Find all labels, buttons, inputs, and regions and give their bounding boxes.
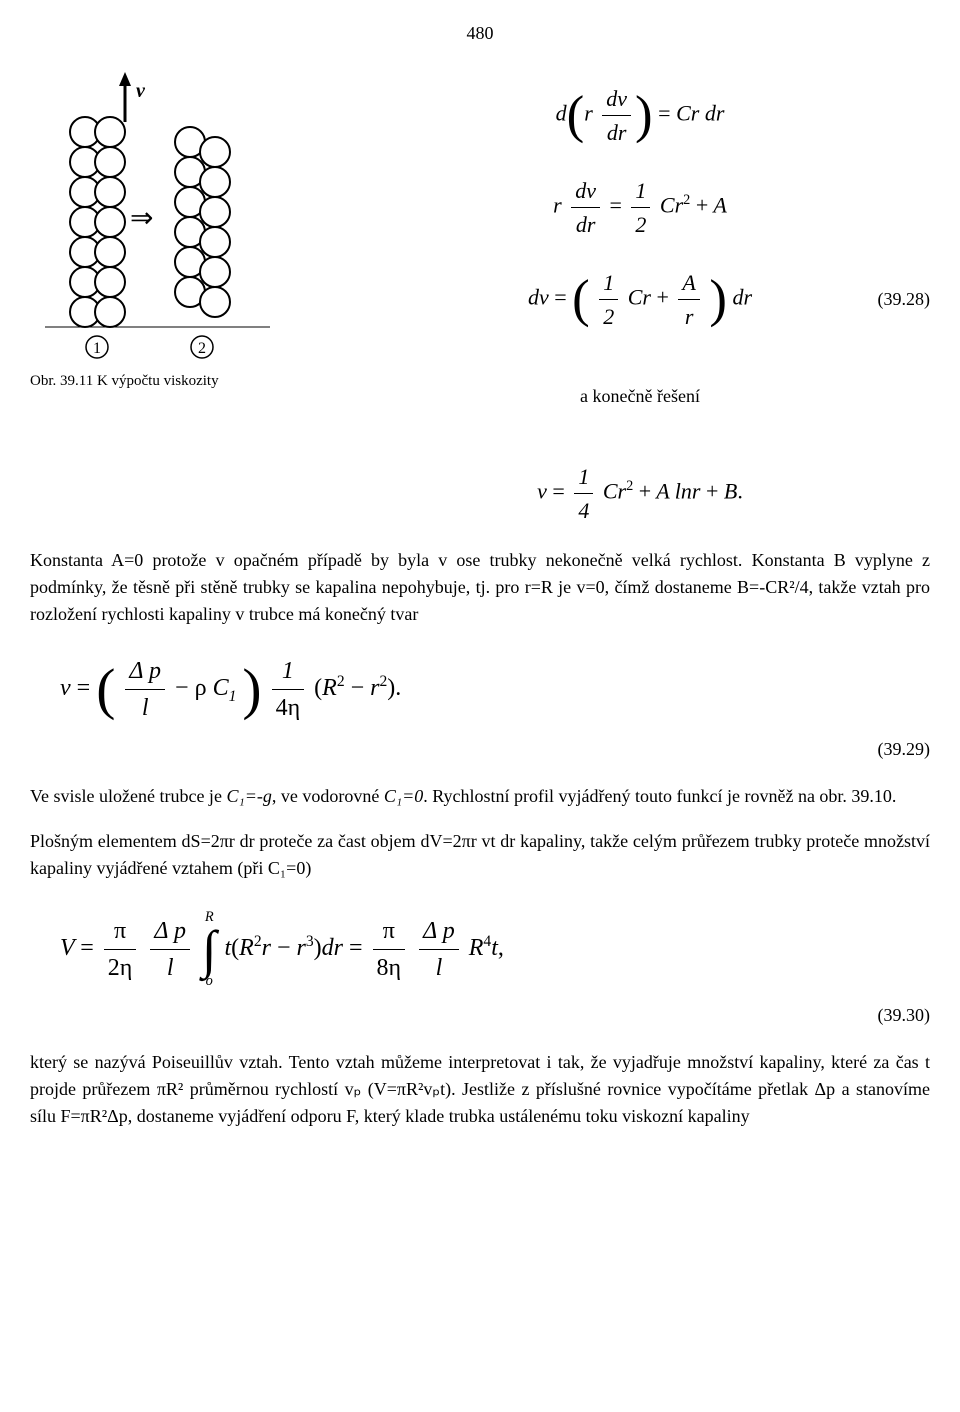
- equation-5: v = ( Δ pl − ρ C1 ) 14η (R2 − r2).: [30, 653, 930, 726]
- column-2: [175, 127, 230, 317]
- label-1: 1: [93, 340, 101, 357]
- equation-1: d(r dvdr) = Cr dr: [350, 82, 930, 149]
- paragraph-3: Plošným elementem dS=2πr dr proteče za č…: [30, 828, 930, 882]
- paragraph-1: Konstanta A=0 protože v opačném případě …: [30, 547, 930, 628]
- equations-block: d(r dvdr) = Cr dr r dvdr = 12 Cr2 + A dv…: [310, 72, 930, 527]
- eq-number-39-28: (39.28): [878, 286, 931, 313]
- equation-2: r dvdr = 12 Cr2 + A: [350, 174, 930, 241]
- figure-block: v ⇒: [30, 72, 310, 393]
- equation-3: dv = ( 12 Cr + Ar ) dr (39.28): [350, 266, 930, 333]
- mid-text: a konečně řešení: [350, 383, 930, 410]
- figure-caption: Obr. 39.11 K výpočtu viskozity: [30, 370, 310, 393]
- eq-number-39-29: (39.29): [30, 736, 930, 763]
- equation-6: V = π2η Δ pl R∫o t(R2r − r3)dr = π8η Δ p…: [30, 907, 930, 992]
- page-number: 480: [30, 20, 930, 47]
- paragraph-2: Ve svisle uložené trubce je C₁=-g, ve vo…: [30, 783, 930, 810]
- top-row: v ⇒: [30, 72, 930, 527]
- implies-arrow: ⇒: [130, 203, 153, 234]
- figure-39-11: v ⇒: [30, 72, 290, 362]
- eq-number-39-30: (39.30): [30, 1002, 930, 1029]
- label-v: v: [136, 80, 146, 102]
- label-2: 2: [198, 340, 206, 357]
- paragraph-4: který se nazývá Poiseuillův vztah. Tento…: [30, 1049, 930, 1130]
- column-1: [70, 117, 125, 327]
- equation-4: v = 14 Cr2 + A lnr + B.: [350, 460, 930, 527]
